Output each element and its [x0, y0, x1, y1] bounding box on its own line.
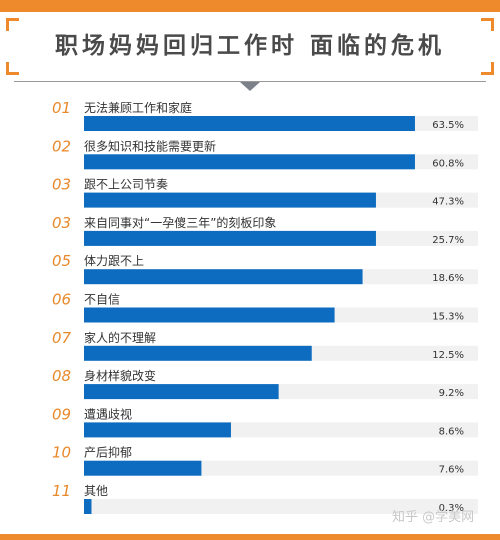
data-label: 15.3% [432, 312, 464, 323]
bar [84, 384, 279, 400]
index-label: 07 [52, 329, 72, 347]
data-label: 25.7% [432, 235, 464, 246]
data-label: 63.5% [432, 120, 464, 131]
index-label: 05 [52, 252, 71, 270]
category-label: 其他 [84, 484, 108, 498]
corner-bracket-icon [481, 18, 494, 31]
index-label: 09 [52, 405, 71, 423]
category-label: 体力跟不上 [84, 254, 144, 268]
index-label: 08 [52, 367, 71, 385]
category-label: 身材样貌改变 [84, 368, 156, 383]
data-label: 18.6% [432, 273, 464, 284]
data-label: 0.3% [439, 503, 464, 514]
bar-track [84, 499, 478, 514]
index-label: 06 [52, 291, 71, 309]
title-divider [14, 81, 486, 82]
page-title: 职场妈妈回归工作时 面临的危机 [54, 33, 445, 59]
corner-bracket-icon [6, 62, 19, 75]
bar [84, 269, 363, 285]
bar [84, 345, 312, 361]
index-label: 10 [52, 444, 71, 462]
bar [84, 230, 376, 246]
top-accent-bar [0, 0, 500, 12]
bar [84, 460, 202, 476]
category-label: 很多知识和技能需要更新 [84, 138, 216, 153]
bar [84, 422, 231, 438]
bar [84, 154, 415, 170]
bar [84, 116, 415, 131]
bar [84, 307, 335, 323]
data-label: 12.5% [432, 350, 464, 361]
category-label: 跟不上公司节奏 [84, 178, 168, 192]
index-label: 03 [52, 214, 71, 232]
bottom-accent-bar [0, 534, 500, 540]
watermark: 知乎 @学美网 [392, 510, 475, 525]
index-label: 11 [52, 482, 71, 500]
category-label: 遭遇歧视 [84, 406, 132, 421]
bar [84, 192, 376, 208]
index-label: 01 [52, 99, 71, 117]
data-label: 8.6% [439, 426, 464, 437]
category-label: 产后抑郁 [84, 445, 132, 460]
category-label: 来自同事对“一孕傻三年”的刻板印象 [84, 215, 276, 230]
data-label: 47.3% [432, 197, 464, 208]
index-label: 02 [52, 137, 71, 155]
corner-bracket-icon [6, 18, 19, 31]
data-label: 7.6% [439, 465, 464, 476]
corner-bracket-icon [481, 62, 494, 75]
down-triangle-icon [240, 82, 260, 91]
category-label: 不自信 [84, 293, 120, 307]
data-label: 9.2% [439, 388, 464, 399]
category-label: 无法兼顾工作和家庭 [84, 100, 192, 115]
data-label: 60.8% [432, 158, 464, 169]
category-label: 家人的不理解 [84, 330, 156, 345]
bar [84, 499, 92, 514]
index-label: 03 [52, 176, 71, 194]
